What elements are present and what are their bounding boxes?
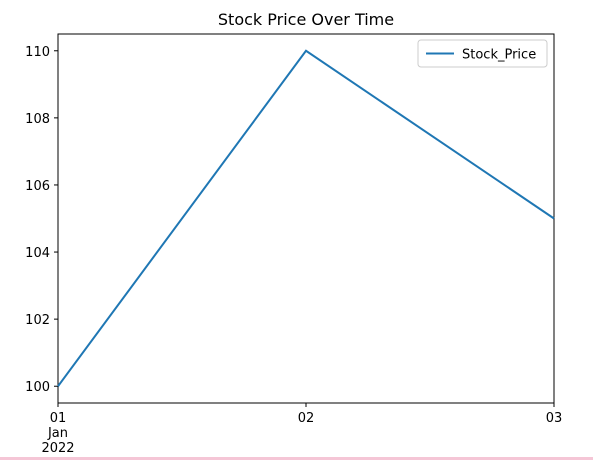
y-tick-label: 100 xyxy=(25,380,50,395)
y-tick-label: 108 xyxy=(25,112,50,127)
page-bottom-border xyxy=(0,457,593,460)
y-tick-label: 104 xyxy=(25,246,50,261)
series-line-stock-price xyxy=(57,49,555,387)
y-tick-label: 110 xyxy=(25,45,50,60)
legend: Stock_Price xyxy=(417,39,548,68)
x-tick-year-label: 2022 xyxy=(41,441,74,456)
series-group xyxy=(57,49,555,387)
y-tick-label: 102 xyxy=(25,313,50,328)
plot-area xyxy=(57,33,555,404)
x-tick-label: 02 xyxy=(298,411,315,426)
legend-box xyxy=(417,39,548,68)
x-tick-label: 03 xyxy=(546,411,563,426)
chart-title: Stock Price Over Time xyxy=(218,10,394,29)
x-tick-label: 01 xyxy=(50,411,67,426)
legend-label: Stock_Price xyxy=(462,48,536,63)
x-tick-month-label: Jan xyxy=(47,426,68,441)
plot-frame xyxy=(57,33,555,404)
y-axis: 100 102 104 106 108 110 xyxy=(25,45,58,395)
y-tick-label: 106 xyxy=(25,179,50,194)
